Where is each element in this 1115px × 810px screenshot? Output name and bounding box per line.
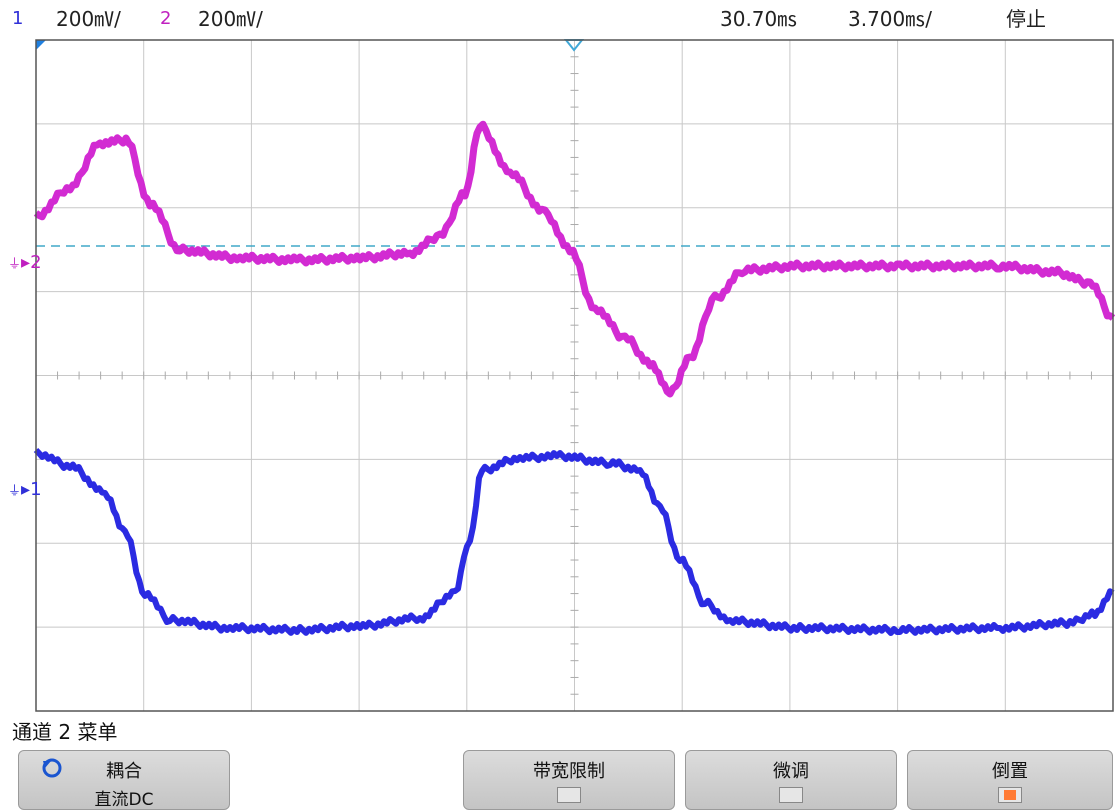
coupling-label: 耦合: [106, 761, 142, 782]
waveform-graticule: [33, 39, 1115, 712]
bandwidth-limit-label: 带宽限制: [533, 761, 605, 782]
ground-icon: ⏚: [8, 484, 22, 499]
ch1-marker-label: 1: [30, 479, 42, 500]
ch2-number: 2: [160, 8, 172, 29]
invert-checkbox[interactable]: [998, 787, 1022, 803]
bandwidth-limit-checkbox[interactable]: [557, 787, 581, 803]
fine-adjust-label: 微调: [773, 761, 809, 782]
bandwidth-limit-softkey[interactable]: 带宽限制: [463, 750, 675, 810]
ground-icon: ⏚: [8, 257, 22, 272]
menu-title: 通道 2 菜单: [12, 720, 118, 744]
ch2-marker-label: 2: [30, 252, 42, 273]
rotate-knob-icon: [42, 758, 62, 778]
ch1-number: 1: [12, 8, 24, 29]
ch1-ground-marker: ⏚▸1: [8, 479, 42, 500]
status-bar: 1 200㎷/ 2 200㎷/ 30.70㎳ 3.700㎳/ 停止: [0, 0, 1115, 38]
ch2-trace: [33, 120, 1115, 398]
run-state: 停止: [1006, 7, 1046, 31]
graticule-border: [35, 39, 1114, 712]
invert-label: 倒置: [992, 761, 1028, 782]
fine-adjust-checkbox[interactable]: [779, 787, 803, 803]
time-reference-marker: [36, 40, 46, 50]
time-position: 30.70㎳: [720, 7, 798, 31]
time-scale: 3.700㎳/: [848, 7, 932, 31]
invert-softkey[interactable]: 倒置: [907, 750, 1113, 810]
ch1-trace: [33, 447, 1115, 636]
ch2-ground-marker: ⏚▸2: [8, 252, 42, 273]
waveform-display: ⏚▸2 ⏚▸1: [0, 38, 1115, 713]
coupling-value: 直流DC: [94, 790, 154, 810]
ch1-scale: 200㎷/: [56, 7, 121, 31]
ch2-scale: 200㎷/: [198, 7, 263, 31]
fine-adjust-softkey[interactable]: 微调: [685, 750, 897, 810]
graticule-grid: [35, 39, 1114, 712]
coupling-softkey[interactable]: 耦合 直流DC: [18, 750, 230, 810]
